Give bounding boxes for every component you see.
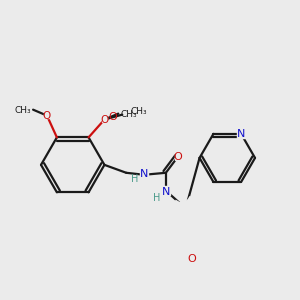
Text: O: O bbox=[100, 115, 109, 124]
Polygon shape bbox=[175, 154, 181, 160]
Polygon shape bbox=[102, 117, 107, 122]
Text: H: H bbox=[131, 174, 139, 184]
Text: O: O bbox=[187, 254, 196, 264]
Polygon shape bbox=[237, 130, 245, 138]
Polygon shape bbox=[140, 170, 148, 179]
Polygon shape bbox=[188, 255, 196, 263]
Text: N: N bbox=[162, 187, 170, 196]
Text: N: N bbox=[140, 169, 148, 179]
Text: H: H bbox=[153, 193, 161, 202]
Text: N: N bbox=[237, 129, 245, 139]
Text: CH₃: CH₃ bbox=[120, 110, 137, 119]
Polygon shape bbox=[44, 113, 50, 118]
Text: O: O bbox=[108, 112, 117, 122]
Polygon shape bbox=[162, 186, 170, 195]
Text: CH₃: CH₃ bbox=[130, 107, 147, 116]
Text: CH₃: CH₃ bbox=[14, 106, 31, 115]
Text: O: O bbox=[43, 111, 51, 121]
Text: O: O bbox=[173, 152, 182, 162]
